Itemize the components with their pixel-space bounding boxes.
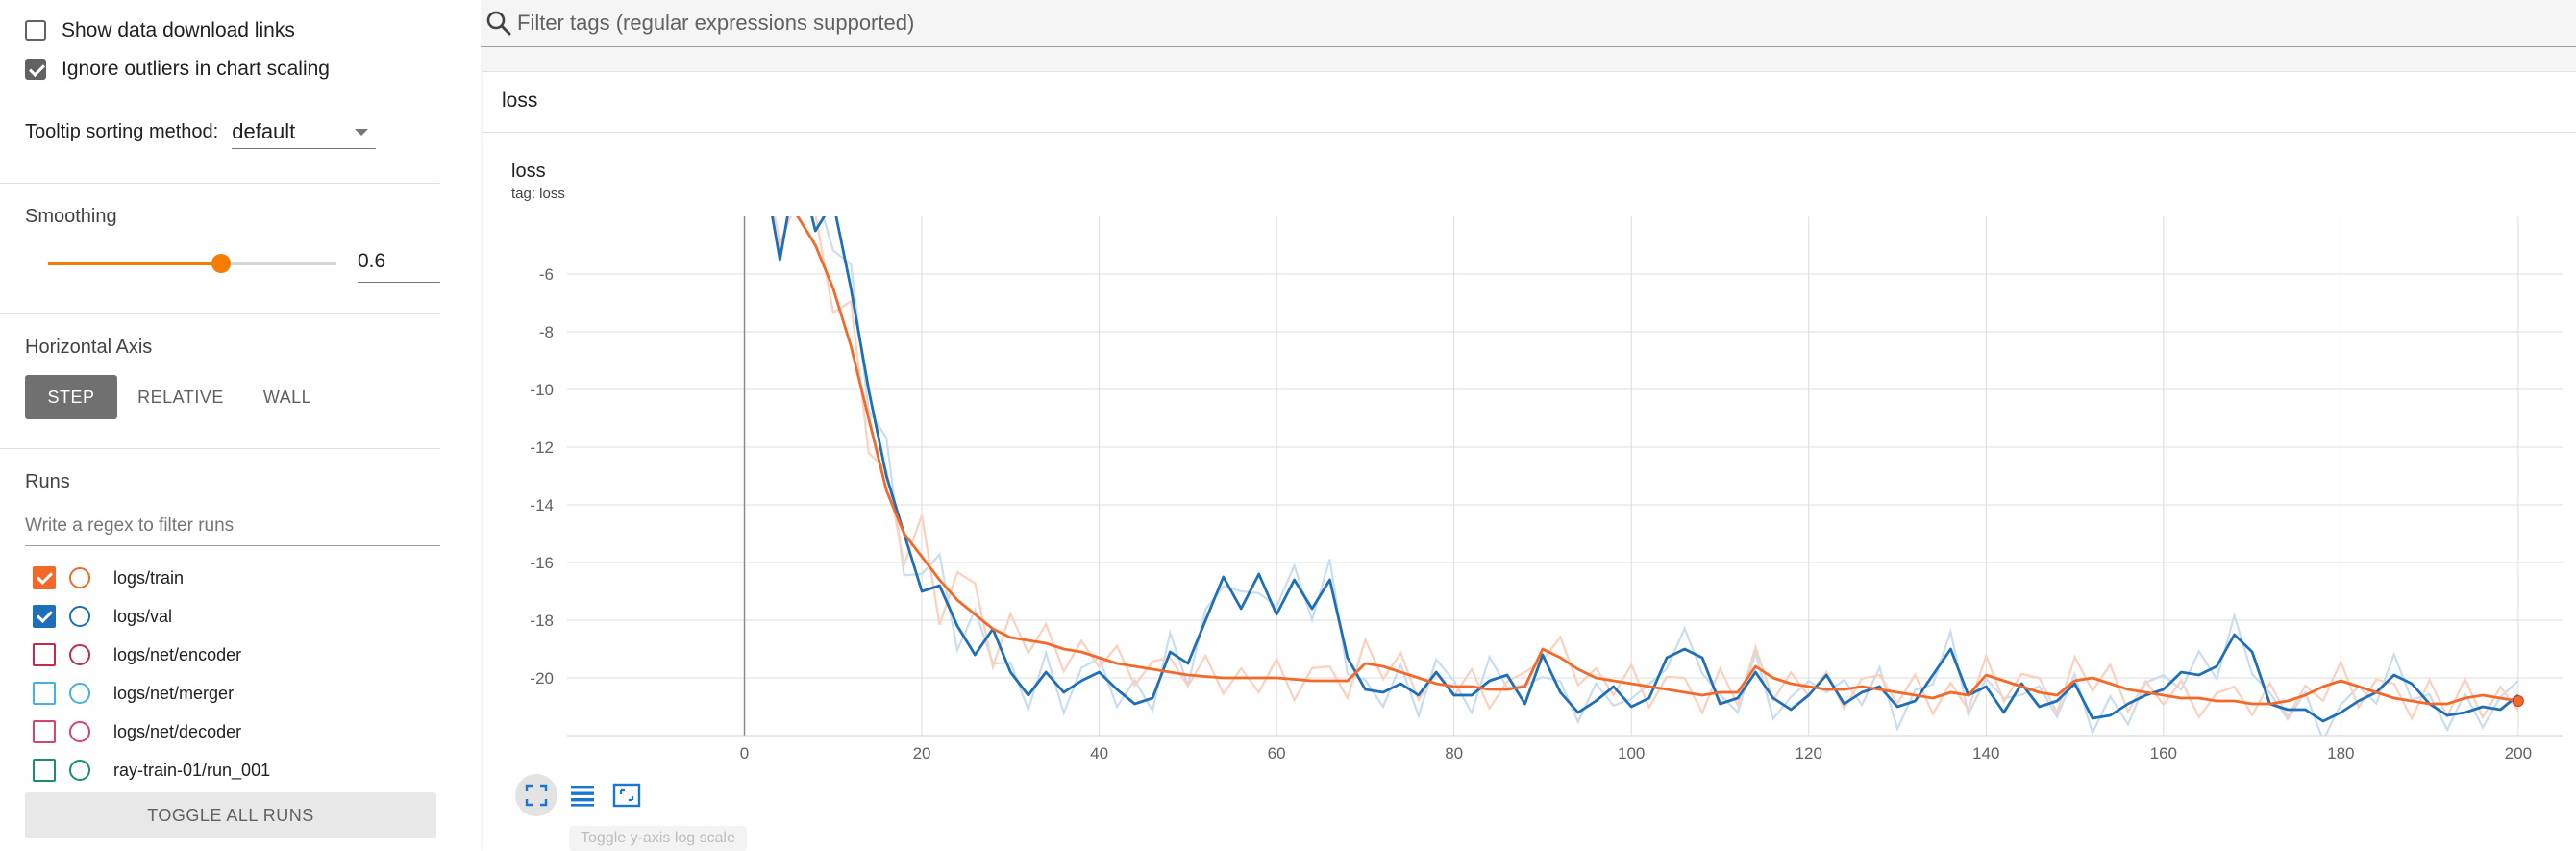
log-scale-tooltip: Toggle y-axis log scale [569, 826, 747, 851]
smoothed-series-line [771, 216, 2519, 723]
y-tick-label: -8 [539, 323, 554, 341]
tooltip-sorting-select[interactable]: default [232, 115, 377, 149]
fullscreen-icon [525, 784, 548, 807]
x-tick-label: 60 [1268, 744, 1286, 763]
toggle-log-scale-button[interactable] [561, 774, 604, 816]
ignore-outliers-option[interactable]: Ignore outliers in chart scaling [25, 58, 330, 81]
dropdown-caret-icon [355, 128, 369, 136]
x-tick-label: 100 [1618, 744, 1645, 763]
chart-title: loss [511, 161, 546, 182]
divider [0, 448, 440, 449]
y-tick-label: -18 [530, 612, 554, 630]
run-label: logs/net/encoder [113, 644, 242, 664]
show-download-links-checkbox[interactable] [25, 20, 46, 41]
run-label: logs/train [113, 567, 185, 588]
smoothing-value-input[interactable]: 0.6 [358, 246, 440, 283]
show-download-links-label: Show data download links [62, 19, 295, 41]
main-panel: Filter tags (regular expressions support… [481, 0, 2576, 851]
tag-filter-placeholder: Filter tags (regular expressions support… [517, 11, 915, 35]
x-tick-label: 120 [1796, 744, 1822, 763]
x-tick-label: 0 [740, 744, 749, 763]
loss-chart[interactable]: 0 20 40 60 80 100 120 140 160 180 200 -6 -8 -10 -12 -14… [483, 72, 2576, 851]
fullscreen-button[interactable] [515, 774, 557, 816]
series-end-marker [2512, 695, 2524, 707]
smoothing-slider-thumb[interactable] [211, 254, 231, 273]
run-item[interactable]: logs/val [33, 602, 172, 631]
x-tick-label: 40 [1090, 744, 1108, 763]
y-tick-label: -14 [530, 496, 554, 514]
x-tick-label: 80 [1445, 744, 1463, 763]
tooltip-sorting-value: default [232, 119, 296, 143]
axis-step-button[interactable]: STEP [25, 375, 117, 419]
run-checkbox[interactable] [33, 643, 56, 666]
run-item[interactable]: logs/net/merger [33, 679, 234, 708]
run-filter-input[interactable]: Write a regex to filter runs [25, 512, 440, 546]
y-tick-label: -20 [530, 669, 554, 688]
run-color-circle-icon[interactable] [69, 606, 90, 627]
raw-series-line [773, 216, 2519, 721]
tag-filter-bar[interactable]: Filter tags (regular expressions support… [481, 0, 2576, 47]
chart-card: loss loss tag: loss 0 20 40 60 80 100 120 140 16… [483, 71, 2576, 851]
toggle-all-runs-button[interactable]: TOGGLE ALL RUNS [25, 792, 436, 838]
y-tick-label: -6 [539, 265, 554, 284]
sidebar: Show data download links Ignore outliers… [0, 0, 465, 850]
show-download-links-option[interactable]: Show data download links [25, 19, 295, 42]
smoothing-slider[interactable] [48, 254, 336, 273]
run-color-circle-icon[interactable] [69, 644, 90, 665]
run-label: ray-train-01/run_001 [113, 760, 271, 780]
divider [483, 132, 2576, 133]
run-color-circle-icon[interactable] [69, 567, 90, 588]
divider [0, 313, 440, 314]
fit-domain-icon [612, 783, 641, 808]
runs-title: Runs [25, 471, 70, 492]
x-tick-label: 160 [2150, 744, 2177, 763]
run-checkbox[interactable] [33, 720, 56, 743]
run-color-circle-icon[interactable] [69, 683, 90, 704]
tooltip-sorting-row: Tooltip sorting method: default [25, 115, 377, 149]
horizontal-axis-toggle: STEP RELATIVE WALL [25, 375, 331, 419]
run-item[interactable]: ray-train-01/run_001 [33, 756, 270, 785]
x-tick-label: 180 [2327, 744, 2354, 763]
ignore-outliers-label: Ignore outliers in chart scaling [62, 58, 330, 80]
run-label: logs/net/decoder [113, 721, 242, 741]
run-checkbox[interactable] [33, 566, 56, 589]
x-tick-label: 20 [913, 744, 931, 763]
run-item[interactable]: logs/net/encoder [33, 640, 241, 669]
fit-domain-button[interactable] [606, 774, 648, 816]
tag-group-title[interactable]: loss [502, 89, 538, 112]
axis-relative-button[interactable]: RELATIVE [137, 387, 224, 407]
search-icon [486, 11, 511, 36]
run-checkbox[interactable] [33, 759, 56, 782]
smoothing-title: Smoothing [25, 206, 117, 227]
run-checkbox[interactable] [33, 682, 56, 705]
x-tick-label: 140 [1972, 744, 1999, 763]
run-color-circle-icon[interactable] [69, 721, 90, 742]
run-item[interactable]: logs/train [33, 563, 184, 592]
smoothing-slider-fill [48, 262, 221, 265]
run-label: logs/val [113, 606, 173, 626]
divider [0, 183, 440, 184]
run-label: logs/net/merger [113, 683, 235, 703]
horizontal-axis-title: Horizontal Axis [25, 337, 153, 358]
smoothed-series-line [795, 216, 2519, 706]
y-tick-label: -16 [530, 554, 554, 572]
chart-tag: tag: loss [511, 186, 565, 202]
axis-wall-button[interactable]: WALL [262, 387, 312, 407]
y-tick-label: -12 [530, 438, 554, 457]
run-checkbox[interactable] [33, 605, 56, 628]
y-tick-label: -10 [530, 381, 554, 399]
run-color-circle-icon[interactable] [69, 760, 90, 781]
x-tick-label: 200 [2505, 744, 2532, 763]
tooltip-sorting-label: Tooltip sorting method: [25, 121, 219, 142]
lines-icon [571, 786, 594, 807]
ignore-outliers-checkbox[interactable] [25, 59, 46, 80]
run-item[interactable]: logs/net/decoder [33, 717, 241, 746]
